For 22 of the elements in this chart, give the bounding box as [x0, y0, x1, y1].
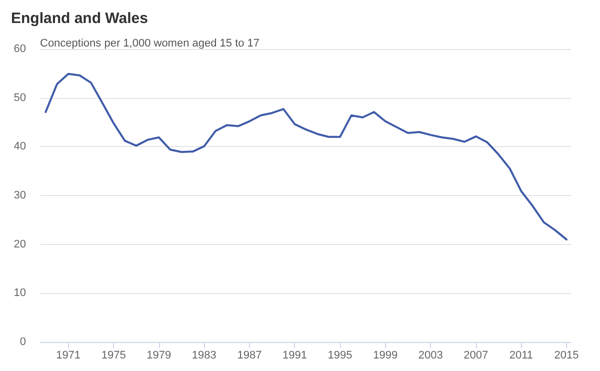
x-tick-label: 2015	[554, 350, 579, 362]
y-tick-label: 30	[14, 190, 26, 202]
y-tick-label: 10	[14, 287, 26, 300]
x-tick-label: 1999	[373, 350, 398, 362]
x-tick-label: 2003	[418, 350, 443, 362]
y-axis-title: Conceptions per 1,000 women aged 15 to 17	[40, 38, 260, 50]
x-tick-label: 1987	[237, 350, 262, 362]
y-tick-label: 50	[14, 92, 26, 104]
x-tick-label: 1983	[192, 350, 216, 362]
x-tick-label: 2011	[509, 350, 534, 362]
x-tick-label: 2007	[464, 350, 488, 362]
y-tick-label: 0	[20, 336, 26, 348]
y-tick-label: 60	[14, 43, 26, 55]
x-tick-label: 1979	[146, 350, 172, 362]
x-tick-label: 1991	[282, 350, 307, 362]
x-tick-label: 1995	[328, 350, 352, 362]
y-tick-label: 20	[14, 238, 26, 250]
y-tick-label: 40	[14, 140, 26, 153]
x-tick-label: 1975	[101, 350, 126, 362]
chart-title: England and Wales	[11, 10, 148, 27]
line-series	[44, 72, 568, 240]
x-tick-label: 1971	[56, 350, 81, 362]
